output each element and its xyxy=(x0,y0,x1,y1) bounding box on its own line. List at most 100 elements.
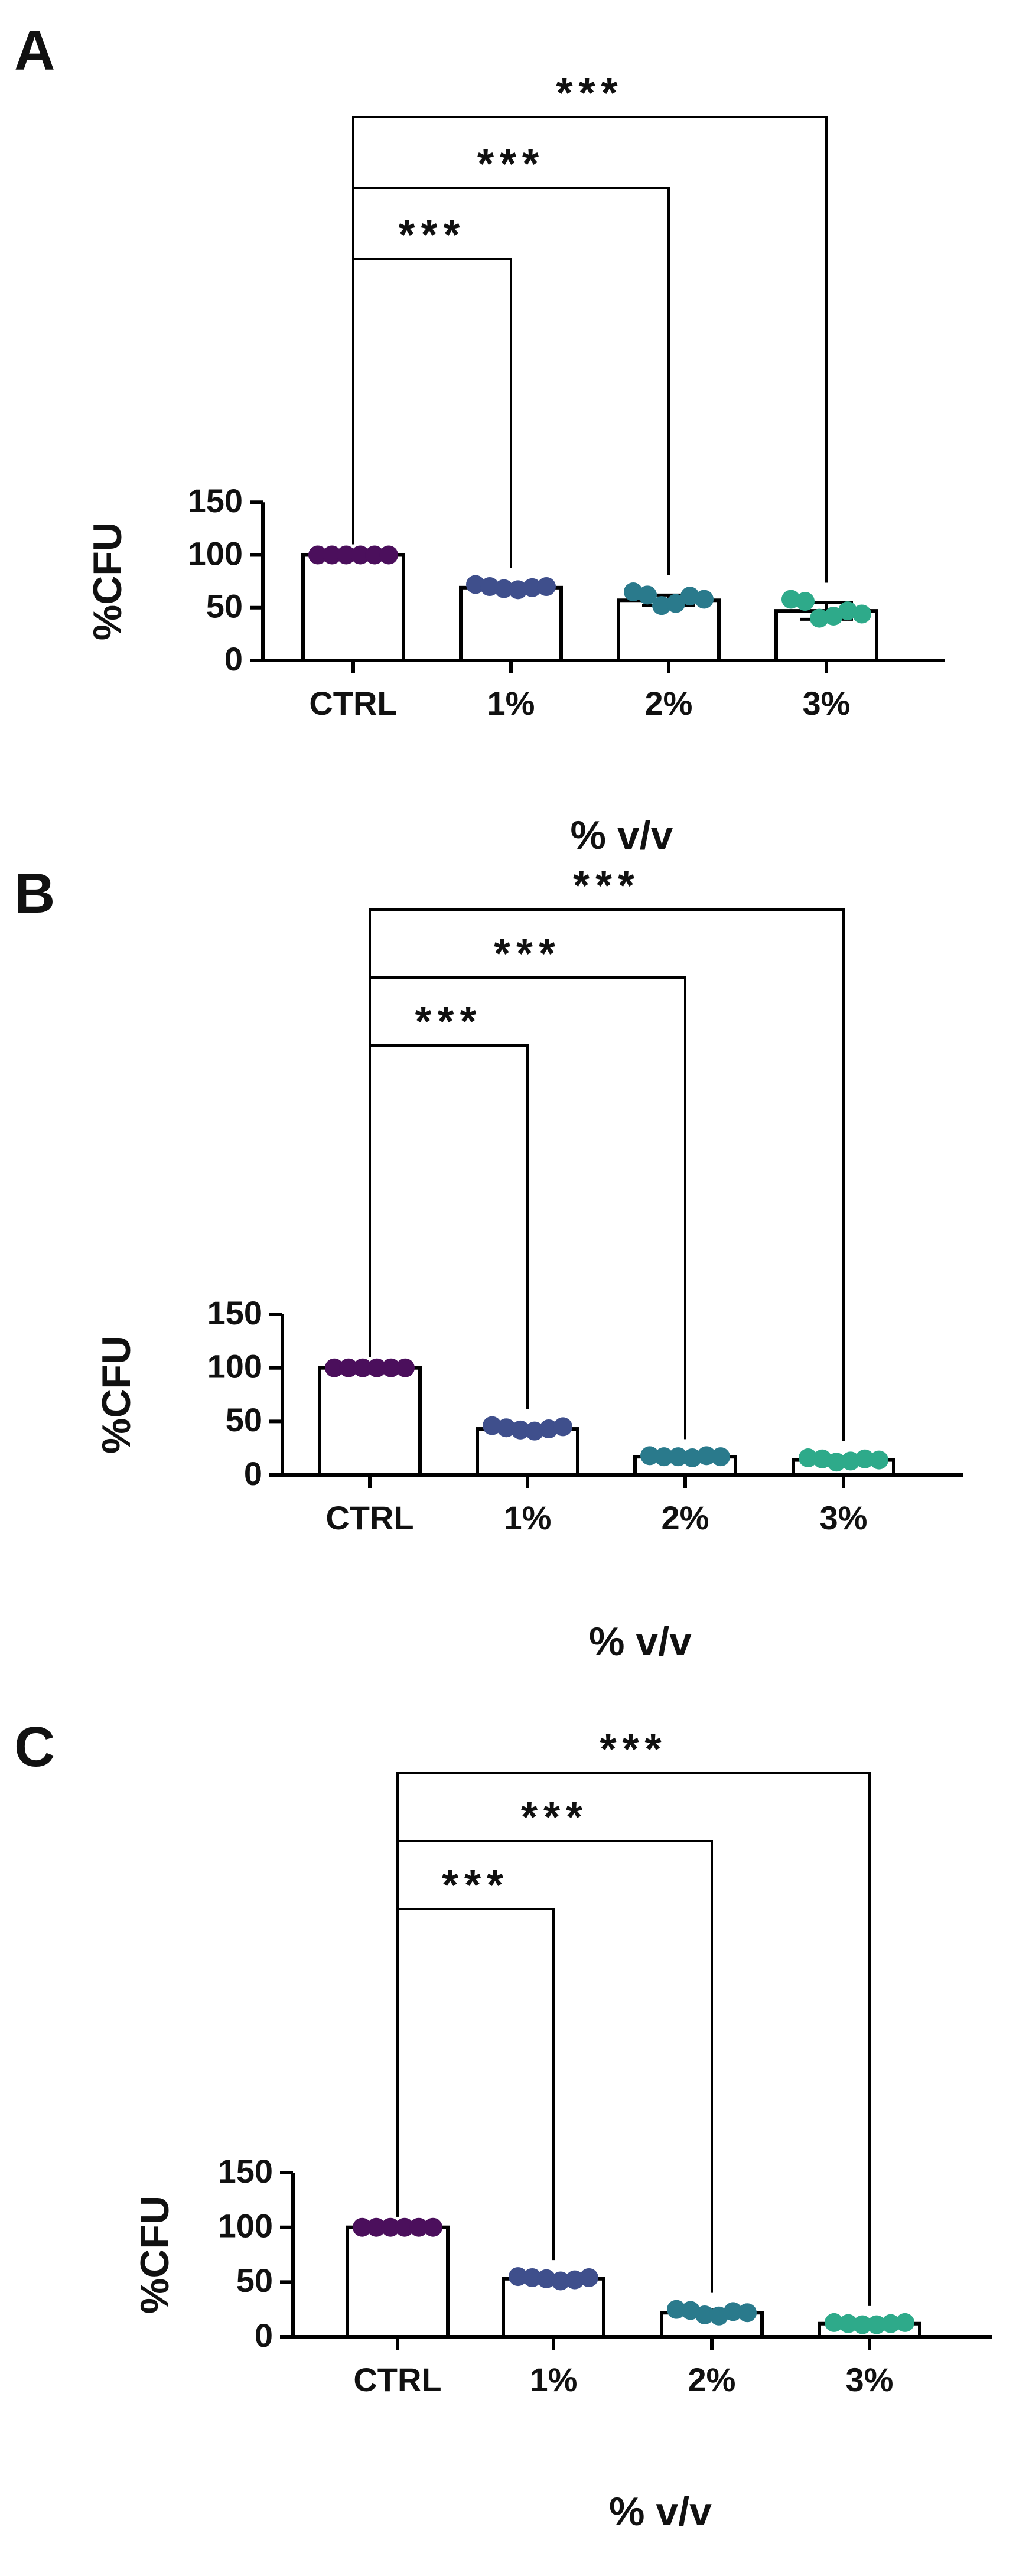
data-point xyxy=(669,1447,688,1467)
x-axis-label: % v/v xyxy=(589,1619,692,1664)
x-tick-label: 3% xyxy=(803,685,851,722)
significance-label: *** xyxy=(521,1794,588,1841)
data-point xyxy=(353,2217,372,2237)
y-axis-label: %CFU xyxy=(132,2196,177,2314)
bar-CTRL xyxy=(346,2225,450,2339)
data-point xyxy=(539,1419,558,1439)
data-point xyxy=(565,2270,584,2290)
x-tick-label: CTRL xyxy=(309,685,397,722)
bar-1% xyxy=(502,2277,605,2339)
data-point xyxy=(323,545,341,565)
data-point xyxy=(553,1417,572,1437)
data-point xyxy=(667,2300,686,2319)
significance-label: *** xyxy=(600,1726,667,1773)
data-point xyxy=(799,1448,818,1467)
data-point xyxy=(308,545,327,565)
data-point xyxy=(424,2217,442,2237)
data-point xyxy=(824,607,843,626)
data-point xyxy=(709,2306,728,2326)
x-tick-label: 2% xyxy=(662,1499,709,1536)
data-point xyxy=(523,578,542,597)
x-tick-label: 2% xyxy=(645,685,693,722)
data-point xyxy=(781,590,800,609)
significance-bracket xyxy=(369,1044,529,1409)
significance-bracket xyxy=(352,116,828,583)
data-point xyxy=(683,1448,702,1467)
y-tick-label: 0 xyxy=(255,2317,273,2354)
data-point xyxy=(724,2302,743,2321)
data-point xyxy=(365,545,384,565)
y-axis-label: %CFU xyxy=(85,522,130,640)
data-point xyxy=(810,608,829,628)
bar-CTRL xyxy=(318,1366,422,1477)
data-point xyxy=(624,582,643,601)
data-point xyxy=(382,1358,400,1377)
data-point xyxy=(537,577,556,597)
data-point xyxy=(652,596,671,615)
data-point xyxy=(695,590,714,609)
data-point xyxy=(537,2269,556,2288)
data-point xyxy=(839,2314,858,2333)
panel-letter: B xyxy=(14,862,55,925)
y-tick-label: 150 xyxy=(218,2152,273,2190)
data-point xyxy=(483,1416,502,1435)
data-point xyxy=(509,2267,527,2287)
data-point xyxy=(351,545,370,565)
data-point xyxy=(525,1421,544,1441)
data-point xyxy=(881,2314,900,2333)
significance-label: *** xyxy=(556,70,623,117)
panel-letter: A xyxy=(14,19,55,82)
data-point xyxy=(367,1358,386,1377)
significance-label: *** xyxy=(398,211,465,259)
data-point xyxy=(825,2313,844,2332)
data-point xyxy=(381,2217,400,2237)
significance-bracket xyxy=(396,1772,871,2306)
significance-label: *** xyxy=(573,862,640,910)
data-point xyxy=(666,594,685,613)
data-point xyxy=(697,1446,716,1466)
data-point xyxy=(711,1447,730,1467)
data-point xyxy=(841,1451,860,1471)
x-tick-label: 3% xyxy=(820,1499,868,1536)
data-point xyxy=(695,2305,714,2324)
y-tick-label: 50 xyxy=(206,588,243,625)
data-point xyxy=(509,580,527,600)
data-point xyxy=(551,2271,570,2291)
significance-label: *** xyxy=(494,930,561,978)
data-point xyxy=(523,2268,542,2287)
y-tick-label: 50 xyxy=(226,1401,262,1438)
y-tick-label: 0 xyxy=(244,1455,262,1492)
data-point xyxy=(852,604,871,624)
y-tick-label: 50 xyxy=(236,2262,273,2299)
x-tick-label: 2% xyxy=(688,2361,736,2398)
y-tick-label: 100 xyxy=(207,1347,262,1385)
data-point xyxy=(827,1453,846,1472)
y-tick-label: 100 xyxy=(218,2207,273,2244)
x-tick-label: 1% xyxy=(504,1499,552,1536)
data-point xyxy=(379,545,398,565)
data-point xyxy=(494,579,513,598)
data-point xyxy=(870,1450,888,1470)
x-tick-label: 1% xyxy=(530,2361,578,2398)
data-point xyxy=(511,1420,530,1440)
data-point xyxy=(895,2313,914,2332)
x-tick-label: 1% xyxy=(487,685,535,722)
data-point xyxy=(853,2315,872,2334)
data-point xyxy=(638,585,657,605)
data-point xyxy=(867,2315,886,2334)
x-tick-label: 3% xyxy=(846,2361,894,2398)
data-point xyxy=(855,1449,874,1468)
significance-bracket xyxy=(352,258,512,568)
y-tick-label: 0 xyxy=(224,640,243,678)
data-point xyxy=(325,1358,344,1377)
x-axis-label: % v/v xyxy=(609,2489,712,2534)
data-point xyxy=(480,577,499,597)
x-tick-label: CTRL xyxy=(325,1499,413,1536)
significance-label: *** xyxy=(442,1862,509,1909)
data-point xyxy=(796,592,815,611)
x-tick-label: CTRL xyxy=(353,2361,441,2398)
panel-letter: C xyxy=(14,1715,55,1779)
data-point xyxy=(367,2217,386,2237)
